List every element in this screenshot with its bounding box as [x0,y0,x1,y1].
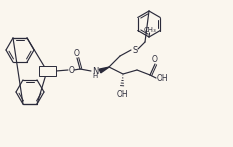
Text: O: O [152,55,158,64]
Text: O: O [69,66,74,75]
Text: Abs: Abs [41,68,53,74]
Text: N: N [92,66,98,76]
Text: S: S [132,46,138,55]
Text: H: H [92,73,98,79]
Polygon shape [99,67,109,73]
Text: O: O [74,49,80,57]
Text: CH₃: CH₃ [144,27,156,33]
Text: OH: OH [156,74,168,82]
FancyBboxPatch shape [38,66,55,76]
Text: OH: OH [116,90,128,98]
